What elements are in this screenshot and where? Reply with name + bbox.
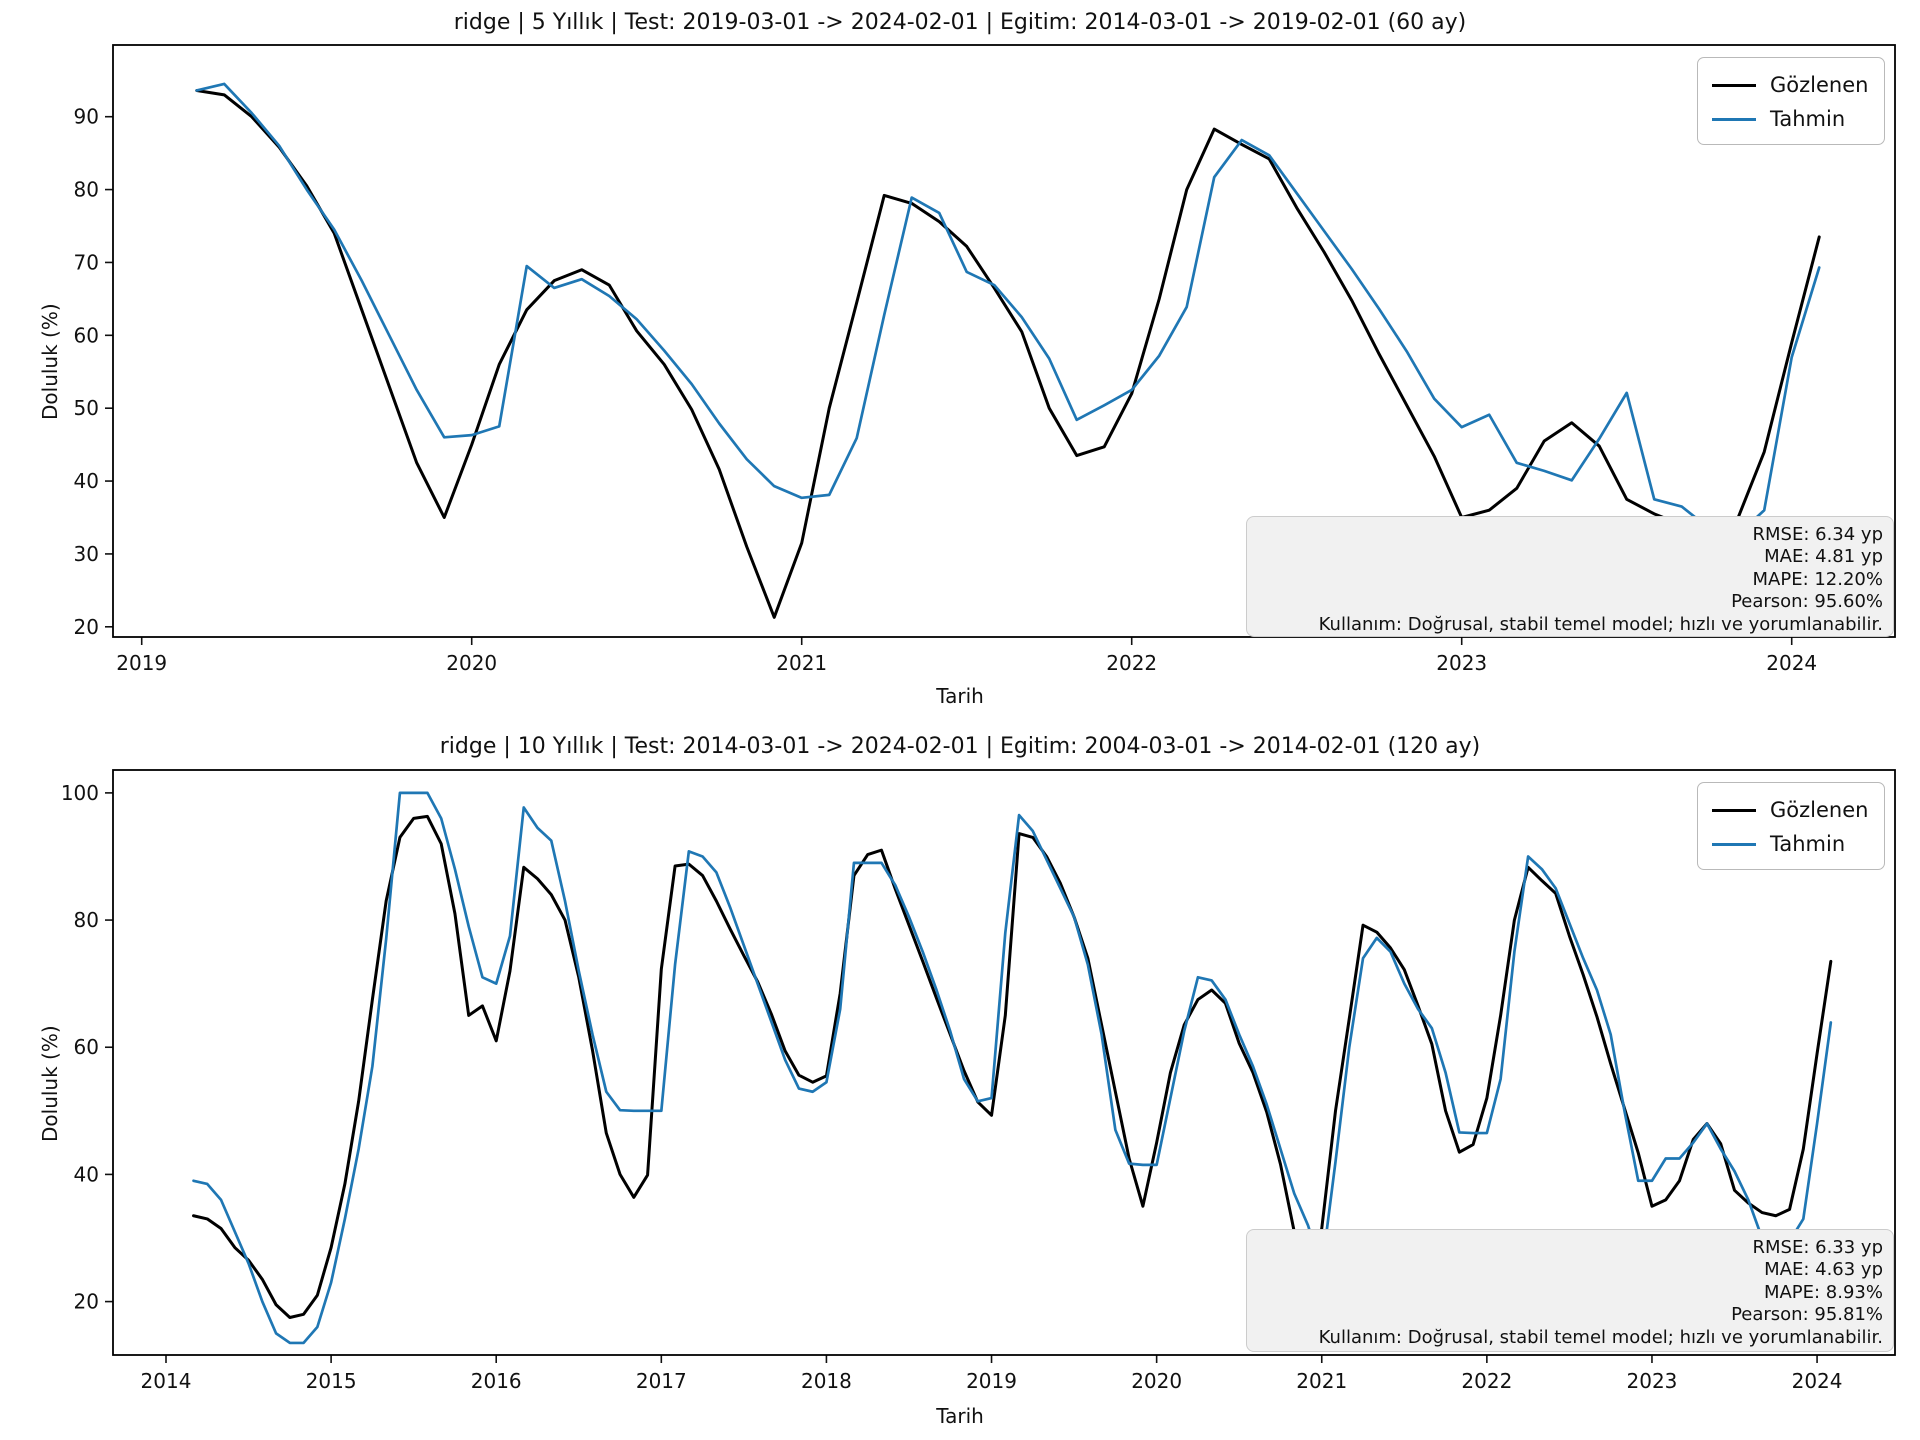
legend-observed-label: Gözlenen [1770, 798, 1869, 822]
y-tick-label: 80 [74, 908, 99, 932]
x-tick-label: 2018 [801, 1369, 852, 1393]
x-tick-label: 2020 [446, 651, 497, 675]
predicted-line-swatch-icon [1712, 842, 1756, 846]
legend-item-observed: Gözlenen [1712, 793, 1870, 827]
x-tick-label: 2019 [966, 1369, 1017, 1393]
chart2-mae: MAE: 4.63 yp [1764, 1259, 1883, 1281]
axis-ticks: 2014 2015 2016 2017 2018 2019 2020 2021 2022 2023… [61, 781, 1843, 1393]
chart2-xlabel: Tarih [936, 1404, 984, 1428]
y-tick-label: 40 [74, 1162, 99, 1186]
y-tick-label: 90 [74, 105, 99, 129]
chart1-rmse: RMSE: 6.34 yp [1752, 524, 1884, 545]
chart1-stats-box: RMSE: 6.34 yp MAE: 4.81 yp MAPE: 12.20% … [1246, 516, 1894, 637]
chart1-mae: MAE: 4.81 yp [1764, 546, 1883, 568]
chart2-mape: MAPE: 8.93% [1763, 1281, 1883, 1303]
x-tick-label: 2017 [636, 1369, 687, 1393]
chart1-title: ridge | 5 Yıllık | Test: 2019-03-01 -> 2… [453, 10, 1467, 35]
predicted-line [192, 791, 1833, 1345]
y-tick-label: 40 [74, 469, 99, 493]
chart2-pearson: Pearson: 95.81% [1731, 1304, 1883, 1326]
observed-line [192, 814, 1833, 1319]
x-tick-label: 2024 [1766, 651, 1817, 675]
x-tick-label: 2021 [1296, 1369, 1347, 1393]
chart2-rmse: RMSE: 6.33 yp [1752, 1237, 1884, 1258]
x-tick-label: 2023 [1627, 1369, 1678, 1393]
predicted-line [195, 82, 1821, 538]
x-tick-label: 2021 [776, 651, 827, 675]
legend-item-predicted: Tahmin [1712, 102, 1870, 136]
y-tick-label: 80 [74, 178, 99, 202]
x-tick-label: 2022 [1106, 651, 1157, 675]
y-tick-label: 20 [74, 1290, 99, 1314]
chart2-plot-area: 2014 2015 2016 2017 2018 2019 2020 2021 2022 2023… [61, 769, 1896, 1393]
chart1-xlabel: Tarih [936, 684, 984, 708]
chart1-mape: MAPE: 12.20% [1752, 568, 1884, 590]
legend-item-observed: Gözlenen [1712, 68, 1870, 102]
chart1-legend: Gözlenen Tahmin [1697, 57, 1885, 145]
chart2-stats-box: RMSE: 6.33 yp MAE: 4.63 yp MAPE: 8.93% P… [1246, 1229, 1894, 1352]
y-tick-label: 100 [61, 781, 99, 805]
x-tick-label: 2022 [1461, 1369, 1512, 1393]
chart1-pearson: Pearson: 95.60% [1731, 591, 1883, 613]
x-tick-label: 2019 [116, 651, 167, 675]
x-tick-label: 2024 [1792, 1369, 1843, 1393]
y-tick-label: 50 [74, 396, 99, 420]
x-tick-label: 2014 [141, 1369, 192, 1393]
legend-predicted-label: Tahmin [1770, 832, 1846, 856]
observed-line-swatch-icon [1712, 808, 1756, 812]
chart1-usage-note: Kullanım: Doğrusal, stabil temel model; … [1318, 613, 1883, 635]
legend-item-predicted: Tahmin [1712, 827, 1870, 861]
legend-predicted-label: Tahmin [1770, 107, 1846, 131]
axis-ticks: 2019 2020 2021 2022 2023 2024 20 30 40 50 60 70 80 90 [74, 105, 1818, 675]
plot-frame [112, 44, 1896, 638]
predicted-line-swatch-icon [1712, 117, 1756, 121]
y-tick-label: 20 [74, 615, 99, 639]
y-tick-label: 70 [74, 250, 99, 274]
legend-observed-label: Gözlenen [1770, 73, 1869, 97]
chart2-title: ridge | 10 Yıllık | Test: 2014-03-01 -> … [439, 734, 1481, 759]
y-tick-label: 60 [74, 1035, 99, 1059]
y-tick-label: 60 [74, 323, 99, 347]
x-tick-label: 2015 [306, 1369, 357, 1393]
chart1-plot-area: 2019 2020 2021 2022 2023 2024 20 30 40 50 60 70 80 90 [74, 44, 1896, 675]
x-tick-label: 2023 [1436, 651, 1487, 675]
observed-line [195, 88, 1821, 619]
observed-line-swatch-icon [1712, 83, 1756, 87]
chart2-usage-note: Kullanım: Doğrusal, stabil temel model; … [1318, 1326, 1883, 1348]
x-tick-label: 2016 [471, 1369, 522, 1393]
chart1-ylabel: Doluluk (%) [38, 303, 62, 420]
chart2-legend: Gözlenen Tahmin [1697, 782, 1885, 870]
y-tick-label: 30 [74, 542, 99, 566]
plot-frame [112, 769, 1896, 1356]
x-tick-label: 2020 [1131, 1369, 1182, 1393]
chart2-ylabel: Doluluk (%) [38, 1025, 62, 1142]
